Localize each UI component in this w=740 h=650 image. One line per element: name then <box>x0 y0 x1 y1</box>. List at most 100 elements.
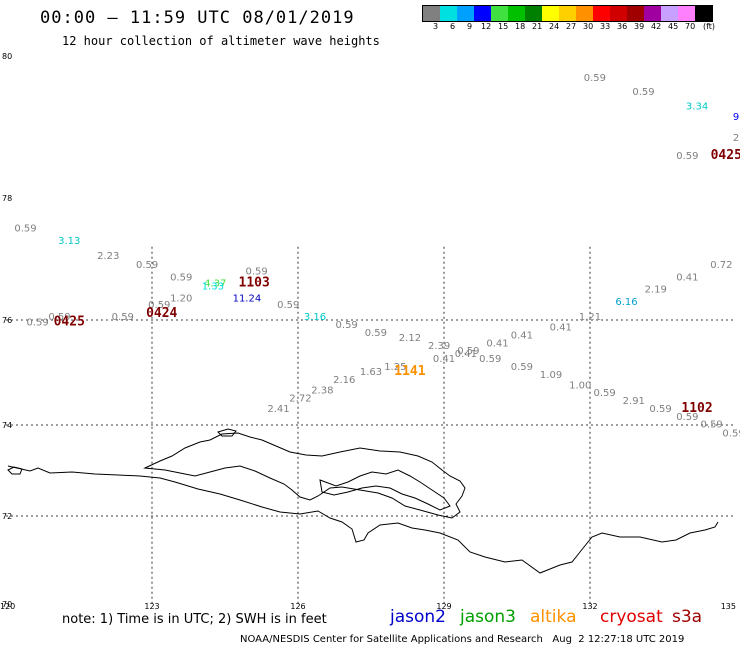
wave-height-label: 0.59 <box>649 404 671 415</box>
wave-height-label: 0.59 <box>593 388 615 399</box>
wave-height-label: 0.59 <box>632 87 654 98</box>
legend-label: 33 <box>600 22 611 31</box>
satellite-label: altika <box>530 607 577 627</box>
legend-label: 12 <box>481 22 492 31</box>
legend-label: 45 <box>668 22 679 31</box>
lon-label: 120 <box>0 602 15 611</box>
wave-height-label: 1.09 <box>540 370 562 381</box>
legend-label: 21 <box>532 22 543 31</box>
coastline-bay <box>319 469 451 511</box>
wave-height-label: 0.41 <box>550 323 572 334</box>
wave-height-label: 4.37 <box>204 278 226 289</box>
legend-swatch <box>491 6 508 21</box>
wave-height-label: 1.20 <box>170 294 192 305</box>
wave-height-label: 1.25 <box>384 362 406 373</box>
legend-label: 39 <box>634 22 645 31</box>
wave-height-label: 1.00 <box>569 380 591 391</box>
wave-height-label: 2.19 <box>645 285 667 296</box>
legend-label: 30 <box>583 22 594 31</box>
wave-height-label: 2.39 <box>428 341 450 352</box>
wave-height-label: 6.16 <box>615 297 637 308</box>
lat-label: 80 <box>2 52 12 61</box>
pass-time-label: 0425 <box>54 314 85 329</box>
wave-height-label: 0.59 <box>170 272 192 283</box>
wave-height-label: 3.16 <box>304 312 326 323</box>
satellite-label: jason3 <box>460 607 516 627</box>
legend-label: 9 <box>467 22 473 31</box>
legend-swatch <box>593 6 610 21</box>
wave-height-label: 1.33 <box>202 282 224 293</box>
wave-height-label: 2.91 <box>623 396 645 407</box>
wave-height-label: 0.59 <box>457 346 479 357</box>
wave-height-label: 0.59 <box>112 312 134 323</box>
wave-height-label: 0.41 <box>486 338 508 349</box>
legend-swatch <box>695 6 712 21</box>
wave-height-label: 0.59 <box>584 73 606 84</box>
wave-height-label: 0.59 <box>277 300 299 311</box>
wave-height-label: 0.59 <box>14 224 36 235</box>
legend-swatch <box>678 6 695 21</box>
wave-height-label: 0.59 <box>136 260 158 271</box>
legend-swatch <box>559 6 576 21</box>
legend-swatch <box>457 6 474 21</box>
wave-height-label: 2.72 <box>289 393 311 404</box>
lon-label: 123 <box>144 602 159 611</box>
legend-label: 27 <box>566 22 577 31</box>
wave-height-label: 1.21 <box>579 312 601 323</box>
wave-height-label: 0.72 <box>710 260 732 271</box>
coastline-main <box>7 465 719 574</box>
page-subtitle: 12 hour collection of altimeter wave hei… <box>62 34 380 48</box>
wave-height-label: 3.13 <box>58 236 80 247</box>
lon-label: 129 <box>436 602 451 611</box>
wave-height-label: 0.41 <box>433 354 455 365</box>
wave-height-label: 2.12 <box>399 333 421 344</box>
wave-height-label: 9 <box>733 112 739 123</box>
legend-label: 42 <box>651 22 662 31</box>
lat-label: 70 <box>2 600 12 609</box>
wave-height-label: 0.59 <box>246 266 268 277</box>
legend-unit: (ft) <box>703 22 716 31</box>
wave-height-label: 2 <box>733 133 739 144</box>
wave-height-label: 2.23 <box>97 251 119 262</box>
legend-swatch <box>474 6 491 21</box>
wave-height-label: 0.59 <box>27 317 49 328</box>
legend-swatch <box>423 6 440 21</box>
legend-swatch <box>525 6 542 21</box>
legend-label: 6 <box>450 22 456 31</box>
legend-label: 3 <box>433 22 439 31</box>
legend-label: 15 <box>498 22 509 31</box>
wave-height-label: 0.59 <box>365 328 387 339</box>
lon-label: 132 <box>582 602 597 611</box>
wave-height-label: 0.59 <box>511 362 533 373</box>
wave-height-label: 0.59 <box>676 412 698 423</box>
wave-height-label: 0.41 <box>511 330 533 341</box>
satellite-label: jason2 <box>390 607 446 627</box>
wave-height-label: 2.38 <box>311 386 333 397</box>
lat-label: 74 <box>2 421 12 430</box>
wave-height-label: 1.63 <box>360 367 382 378</box>
lat-label: 72 <box>2 512 12 521</box>
legend-swatch <box>627 6 644 21</box>
pass-time-label: 1141 <box>394 364 425 379</box>
page-title: 00:00 – 11:59 UTC 08/01/2019 <box>40 8 355 28</box>
wave-height-label: 0.59 <box>148 300 170 311</box>
legend-swatch <box>610 6 627 21</box>
color-scale-legend <box>422 5 713 22</box>
wave-height-label: 11.24 <box>233 294 262 305</box>
wave-height-label: 0.59 <box>722 428 740 439</box>
credit-line: NOAA/NESDIS Center for Satellite Applica… <box>240 634 685 645</box>
legend-swatch <box>440 6 457 21</box>
wave-height-label: 3.34 <box>686 101 708 112</box>
coastline-islet-west <box>7 466 23 475</box>
satellite-label: s3a <box>672 607 703 627</box>
coastline-taymyr <box>143 432 466 519</box>
lat-lon-grid <box>6 246 736 604</box>
legend-label: 18 <box>515 22 526 31</box>
wave-height-label: 0.59 <box>336 320 358 331</box>
legend-swatch <box>644 6 661 21</box>
pass-time-label: 0424 <box>146 306 177 321</box>
coastline <box>7 428 719 574</box>
legend-swatch <box>576 6 593 21</box>
